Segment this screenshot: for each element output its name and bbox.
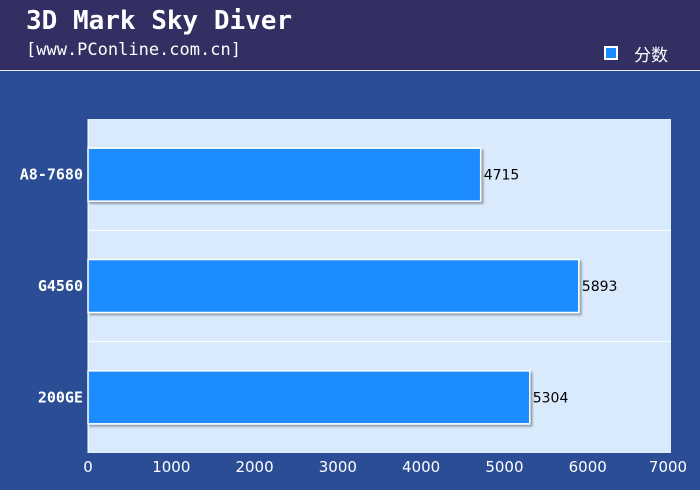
bar	[87, 258, 580, 314]
x-tick-label: 1000	[152, 458, 190, 476]
category-label: 200GE	[38, 388, 83, 406]
legend: 分数	[604, 43, 668, 66]
chart-subtitle: [www.PConline.com.cn]	[26, 40, 241, 60]
data-label: 4715	[484, 168, 520, 184]
bar	[87, 147, 482, 202]
category-label: A8-7680	[20, 166, 83, 184]
x-tick-label: 5000	[485, 458, 523, 476]
legend-label: 分数	[634, 45, 668, 66]
data-label: 5893	[582, 279, 618, 295]
chart-title: 3D Mark Sky Diver	[26, 6, 293, 36]
x-tick-label: 4000	[402, 458, 440, 476]
x-tick-label: 2000	[235, 458, 273, 476]
x-tick-label: 7000	[649, 458, 687, 476]
bar	[87, 370, 531, 425]
x-tick-label: 3000	[319, 458, 357, 476]
x-tick-label: 6000	[569, 458, 607, 476]
data-label: 5304	[533, 390, 569, 406]
legend-swatch	[604, 46, 618, 60]
category-label: G4560	[38, 277, 83, 295]
x-tick-label: 0	[83, 458, 93, 476]
chart-header: 3D Mark Sky Diver [www.PConline.com.cn] …	[0, 0, 700, 71]
